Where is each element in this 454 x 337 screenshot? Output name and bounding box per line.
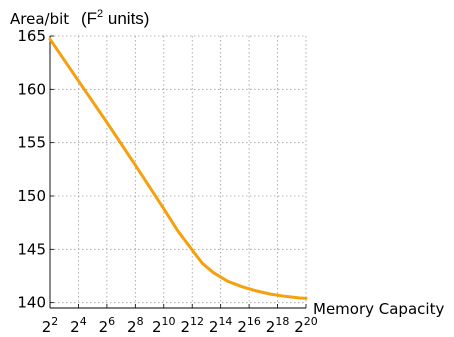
x-tick-label: 216 bbox=[237, 315, 261, 336]
x-tick-base: 2 bbox=[70, 318, 80, 336]
y-axis-label-text: Area/bit bbox=[10, 10, 69, 28]
y-tick-label: 165 bbox=[17, 27, 46, 45]
y-tick-label: 160 bbox=[17, 80, 46, 98]
x-axis-label: Memory Capacity bbox=[313, 300, 444, 318]
y-axis-units-superscript: 2 bbox=[97, 8, 103, 20]
y-tick-label: 145 bbox=[17, 240, 46, 258]
x-tick-base: 2 bbox=[99, 318, 109, 336]
x-tick-label: 210 bbox=[152, 315, 176, 336]
y-axis-units: (F2 units) bbox=[81, 8, 149, 28]
x-tick-label: 214 bbox=[209, 315, 233, 336]
x-tick-exponent: 18 bbox=[275, 315, 289, 328]
x-tick-base: 2 bbox=[237, 318, 247, 336]
x-tick-base: 2 bbox=[294, 318, 304, 336]
x-tick-label: 24 bbox=[70, 315, 87, 336]
x-tick-base: 2 bbox=[180, 318, 190, 336]
x-tick-exponent: 10 bbox=[162, 315, 176, 328]
y-tick-label: 140 bbox=[17, 294, 46, 312]
x-tick-exponent: 8 bbox=[137, 315, 144, 328]
x-tick-labels: 22 24 26 28 210 212 214 216 218 220 bbox=[42, 315, 318, 336]
x-tick-exponent: 2 bbox=[51, 315, 58, 328]
x-tick-exponent: 6 bbox=[108, 315, 115, 328]
x-tick-base: 2 bbox=[152, 318, 162, 336]
x-tick-label: 212 bbox=[180, 315, 204, 336]
x-tick-label: 220 bbox=[294, 315, 318, 336]
x-tick-exponent: 20 bbox=[304, 315, 318, 328]
x-tick-base: 2 bbox=[42, 318, 52, 336]
x-tick-base: 2 bbox=[209, 318, 219, 336]
y-tick-label: 150 bbox=[17, 187, 46, 205]
x-tick-exponent: 4 bbox=[80, 315, 87, 328]
x-tick-label: 26 bbox=[99, 315, 116, 336]
x-tick-label: 218 bbox=[266, 315, 290, 336]
x-tick-base: 2 bbox=[266, 318, 276, 336]
x-tick-exponent: 12 bbox=[190, 315, 204, 328]
axes bbox=[49, 35, 307, 309]
x-tick-base: 2 bbox=[127, 318, 137, 336]
series-line bbox=[48, 37, 308, 300]
y-axis-label: Area/bit bbox=[10, 10, 69, 28]
series-layer bbox=[48, 37, 308, 300]
y-tick-label: 155 bbox=[17, 134, 46, 152]
y-tick-labels: 140 145 150 155 160 165 bbox=[17, 27, 46, 312]
x-tick-exponent: 16 bbox=[247, 315, 261, 328]
y-axis-units-prefix: (F bbox=[81, 9, 97, 28]
x-tick-exponent: 14 bbox=[218, 315, 232, 328]
y-axis-units-suffix: units) bbox=[103, 9, 149, 28]
grid bbox=[49, 35, 307, 308]
x-tick-label: 28 bbox=[127, 315, 144, 336]
x-tick-label: 22 bbox=[42, 315, 59, 336]
